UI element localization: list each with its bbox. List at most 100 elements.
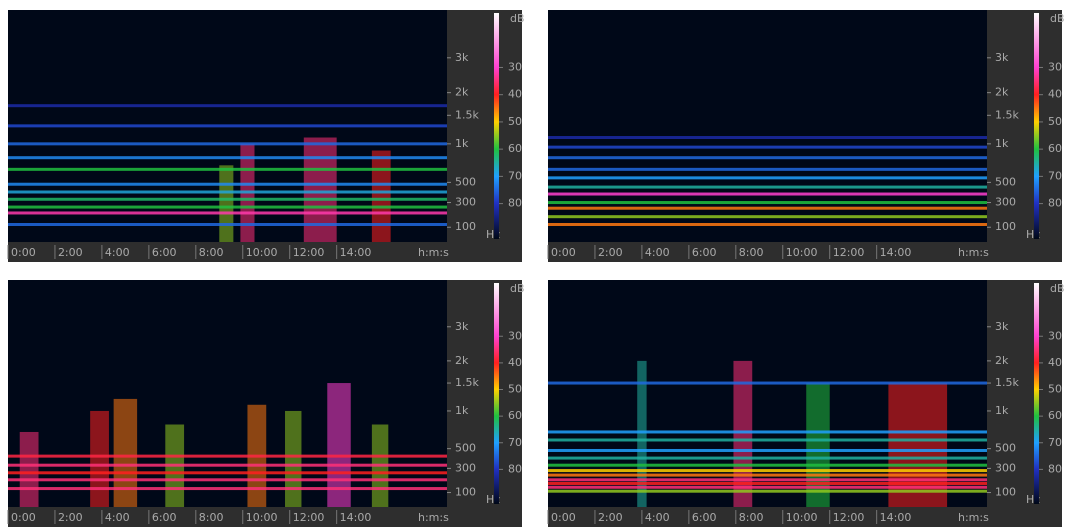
y-tick-label: 300 (995, 461, 1016, 474)
x-tick-label: 10:00 (246, 246, 278, 259)
colorbar-label: dB (1050, 12, 1065, 25)
burst (114, 399, 137, 507)
x-tick-label: 4:00 (645, 511, 670, 524)
tonal-line (548, 207, 987, 210)
colorbar-tick-label: 70 (508, 436, 522, 449)
tonal-line (548, 474, 987, 477)
colorbar-tick-label: 80 (1048, 197, 1062, 210)
tonal-line (8, 211, 447, 214)
x-tick-label: 2:00 (58, 511, 83, 524)
colorbar (1034, 283, 1039, 504)
x-tick-label: 0:00 (551, 511, 576, 524)
burst (304, 138, 337, 242)
y-tick-label: 1.5k (455, 376, 479, 389)
tonal-line (548, 464, 987, 467)
colorbar-tick-label: 60 (1048, 409, 1062, 422)
x-tick-label: 2:00 (598, 246, 623, 259)
y-tick-label: 1.5k (455, 108, 479, 121)
tonal-line (8, 183, 447, 186)
colorbar-tick-label: 50 (508, 115, 522, 128)
colorbar-tick-label: 40 (1048, 356, 1062, 369)
colorbar-tick-label: 80 (508, 197, 522, 210)
x-tick-label: 8:00 (739, 511, 764, 524)
y-tick-label: 2k (455, 86, 469, 99)
x-tick-label: 12:00 (833, 246, 865, 259)
colorbar-tick-label: 60 (508, 409, 522, 422)
colorbar-tick-label: 40 (508, 88, 522, 101)
x-tick-label: 4:00 (105, 246, 130, 259)
tonal-line (548, 201, 987, 204)
colorbar-tick-label: 30 (508, 329, 522, 342)
colorbar (494, 283, 499, 504)
x-tick-label: 14:00 (340, 511, 372, 524)
colorbar-tick-label: 30 (508, 60, 522, 73)
spectrogram-grid: 100 300 500 1k 1.5k 2k 3k 0:00 2:00 4:00 6:00 8:00 1… (0, 0, 1066, 527)
y-tick-label: 500 (995, 175, 1016, 188)
tonal-line (548, 136, 987, 139)
x-tick-label: 0:00 (551, 246, 576, 259)
x-tick-label: 10:00 (786, 511, 818, 524)
y-tick-label: 300 (455, 461, 476, 474)
x-tick-label: 0:00 (11, 511, 36, 524)
x-tick-label: 6:00 (692, 246, 717, 259)
y-tick-label: 1k (995, 404, 1009, 417)
y-tick-label: 100 (455, 220, 476, 233)
tonal-line (548, 478, 987, 481)
y-tick-label: 2k (995, 86, 1009, 99)
x-tick-label: 0:00 (11, 246, 36, 259)
x-axis-label: h:m:s (958, 511, 989, 524)
tonal-line (8, 124, 447, 127)
x-tick-label: 14:00 (340, 246, 372, 259)
tonal-line (548, 430, 987, 433)
tonal-line (8, 206, 447, 209)
x-axis-label: h:m:s (418, 246, 449, 259)
y-tick-label: 2k (995, 354, 1009, 367)
tonal-line (548, 382, 987, 385)
tonal-line (8, 455, 447, 458)
colorbar-label: dB (510, 282, 525, 295)
colorbar-tick-label: 50 (1048, 383, 1062, 396)
x-tick-label: 10:00 (786, 246, 818, 259)
colorbar-tick-label: 30 (1048, 329, 1062, 342)
colorbar-tick-label: 40 (1048, 88, 1062, 101)
x-tick-label: 14:00 (880, 511, 912, 524)
tonal-line (8, 471, 447, 474)
tonal-line (8, 142, 447, 145)
tonal-line (548, 486, 987, 489)
y-tick-label: 100 (455, 486, 476, 499)
y-tick-label: 3k (455, 51, 469, 64)
tonal-line (8, 104, 447, 107)
tonal-line (548, 490, 987, 493)
y-tick-label: 500 (455, 175, 476, 188)
tonal-line (8, 223, 447, 226)
tonal-line (548, 449, 987, 452)
x-tick-label: 2:00 (58, 246, 83, 259)
colorbar-tick-label: 80 (508, 462, 522, 475)
tonal-line (548, 469, 987, 472)
y-tick-label: 100 (995, 486, 1016, 499)
colorbar-tick-label: 30 (1048, 60, 1062, 73)
colorbar-tick-label: 60 (1048, 142, 1062, 155)
colorbar-tick-label: 70 (1048, 436, 1062, 449)
burst (219, 165, 233, 242)
burst (285, 411, 301, 507)
y-tick-label: 300 (455, 196, 476, 209)
x-tick-label: 2:00 (598, 511, 623, 524)
y-tick-label: 1k (455, 137, 469, 150)
colorbar-label: dB (1050, 282, 1065, 295)
colorbar-tick-label: 40 (508, 356, 522, 369)
y-tick-label: 2k (455, 354, 469, 367)
x-tick-label: 12:00 (293, 511, 325, 524)
tonal-line (8, 156, 447, 159)
tonal-line (548, 215, 987, 218)
tonal-line (548, 156, 987, 159)
x-tick-label: 12:00 (293, 246, 325, 259)
x-tick-label: 14:00 (880, 246, 912, 259)
y-tick-label: 100 (995, 220, 1016, 233)
tonal-line (8, 198, 447, 201)
burst (90, 411, 109, 507)
tonal-line (548, 482, 987, 485)
y-tick-label: 1.5k (995, 376, 1019, 389)
tonal-line (548, 438, 987, 441)
colorbar-tick-label: 70 (508, 169, 522, 182)
